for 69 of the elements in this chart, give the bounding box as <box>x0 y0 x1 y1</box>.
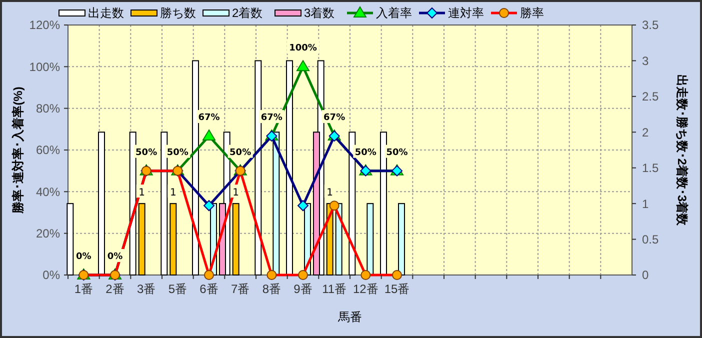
data-label: 67% <box>198 113 220 124</box>
y-tick-label: 20% <box>36 226 60 241</box>
legend-label: 入着率 <box>376 6 412 20</box>
bar <box>170 203 177 276</box>
y-tick-label: 60% <box>36 143 60 158</box>
data-label: 1 <box>138 188 146 199</box>
y2-tick-label: 3.5 <box>642 18 660 32</box>
y-tick-label: 0% <box>42 268 60 282</box>
bar <box>366 203 374 276</box>
legend-label: 3着数 <box>304 6 335 20</box>
x-tick-label: 15番 <box>384 282 410 296</box>
x-tick-label: 7番 <box>230 282 250 296</box>
x-tick-label: 3番 <box>136 282 156 296</box>
bar <box>138 203 146 276</box>
data-label: 50% <box>136 148 158 158</box>
x-tick-label: 1番 <box>74 282 94 296</box>
data-label: 100% <box>289 44 317 54</box>
y2-tick-label: 2 <box>642 125 649 140</box>
x-tick-label: 9番 <box>294 282 312 296</box>
x-tick-label: 12番 <box>352 282 378 296</box>
y2-tick-label: 1 <box>642 196 649 211</box>
data-label: 0% <box>107 252 123 262</box>
bar <box>272 132 280 276</box>
bar <box>160 132 168 276</box>
bar <box>286 60 293 276</box>
y2-tick-label: 0.5 <box>642 232 660 246</box>
bar <box>380 132 387 276</box>
bar <box>129 132 136 276</box>
bar <box>232 203 240 276</box>
bar <box>348 132 356 276</box>
data-label: 1 <box>170 188 176 199</box>
bar <box>98 132 105 276</box>
x-axis-title: 馬番 <box>337 310 362 324</box>
y-tick-label: 120% <box>29 18 60 32</box>
y2-tick-label: 0 <box>642 268 649 282</box>
bar <box>66 203 74 276</box>
data-label: 50% <box>166 148 188 158</box>
data-label: 50% <box>354 148 376 158</box>
data-label: 1 <box>326 188 334 199</box>
y-tick-label: 80% <box>36 102 60 116</box>
legend-label: 出走数 <box>88 6 124 20</box>
data-label: 50% <box>230 148 252 158</box>
data-label: 0% <box>76 252 92 262</box>
y2-tick-label: 2.5 <box>642 90 660 104</box>
legend-label: 勝率 <box>520 6 544 20</box>
legend-label: 連対率 <box>448 6 484 20</box>
x-tick-label: 2番 <box>106 282 124 296</box>
x-tick-label: 5番 <box>168 282 188 296</box>
y-tick-label: 100% <box>29 60 60 74</box>
legend-label: 勝ち数 <box>160 6 196 20</box>
point <box>204 200 214 212</box>
x-tick-label: 8番 <box>262 282 282 296</box>
data-label: 67% <box>324 113 346 124</box>
data-label: 67% <box>260 113 282 124</box>
x-tick-label: 11番 <box>322 282 347 296</box>
point <box>298 200 308 212</box>
y2-axis-title: 出走数･勝ち数･2着数･3着数 <box>675 74 689 227</box>
y-tick-label: 40% <box>36 184 60 199</box>
y2-tick-label: 3 <box>642 54 649 68</box>
bar <box>398 203 405 276</box>
point <box>296 60 310 72</box>
y-axis-title: 勝率･連対率･入着率(%) <box>11 86 25 214</box>
legend-label: 2着数 <box>232 6 263 20</box>
y2-tick-label: 1.5 <box>642 161 660 176</box>
bar <box>254 60 262 276</box>
x-tick-label: 6番 <box>200 282 218 296</box>
data-label: 1 <box>232 188 240 199</box>
data-label: 50% <box>386 148 408 158</box>
point <box>202 130 216 141</box>
